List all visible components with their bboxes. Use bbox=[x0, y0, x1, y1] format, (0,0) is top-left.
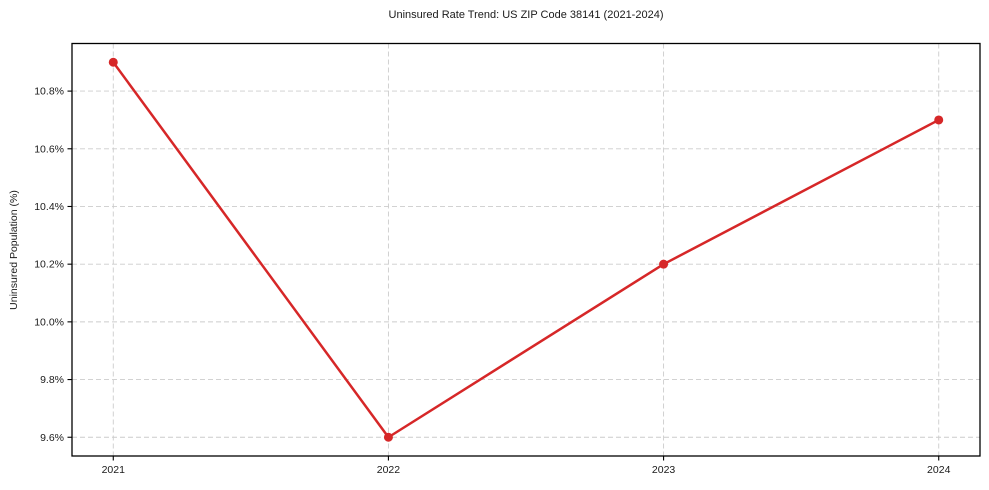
x-tick-label: 2021 bbox=[102, 464, 126, 476]
y-tick-label: 9.8% bbox=[40, 374, 64, 386]
data-point-marker bbox=[108, 57, 118, 67]
data-point-marker bbox=[934, 115, 944, 125]
y-tick-label: 10.6% bbox=[34, 143, 64, 155]
trend-line bbox=[112, 61, 940, 439]
data-point-marker bbox=[659, 259, 669, 269]
plot-border bbox=[71, 42, 981, 457]
y-tick-label: 10.8% bbox=[34, 86, 64, 98]
y-tick-label: 10.2% bbox=[34, 259, 64, 271]
data-point-marker bbox=[383, 432, 393, 442]
y-tick-label: 9.6% bbox=[40, 432, 64, 444]
y-tick-label: 10.0% bbox=[34, 316, 64, 328]
x-tick-label: 2024 bbox=[927, 464, 951, 476]
y-tick-label: 10.4% bbox=[34, 201, 64, 213]
x-tick-label: 2022 bbox=[377, 464, 401, 476]
y-axis-title: Uninsured Population (%) bbox=[8, 190, 20, 310]
chart-title: Uninsured Rate Trend: US ZIP Code 38141 … bbox=[388, 9, 664, 21]
x-tick-label: 2023 bbox=[652, 464, 676, 476]
